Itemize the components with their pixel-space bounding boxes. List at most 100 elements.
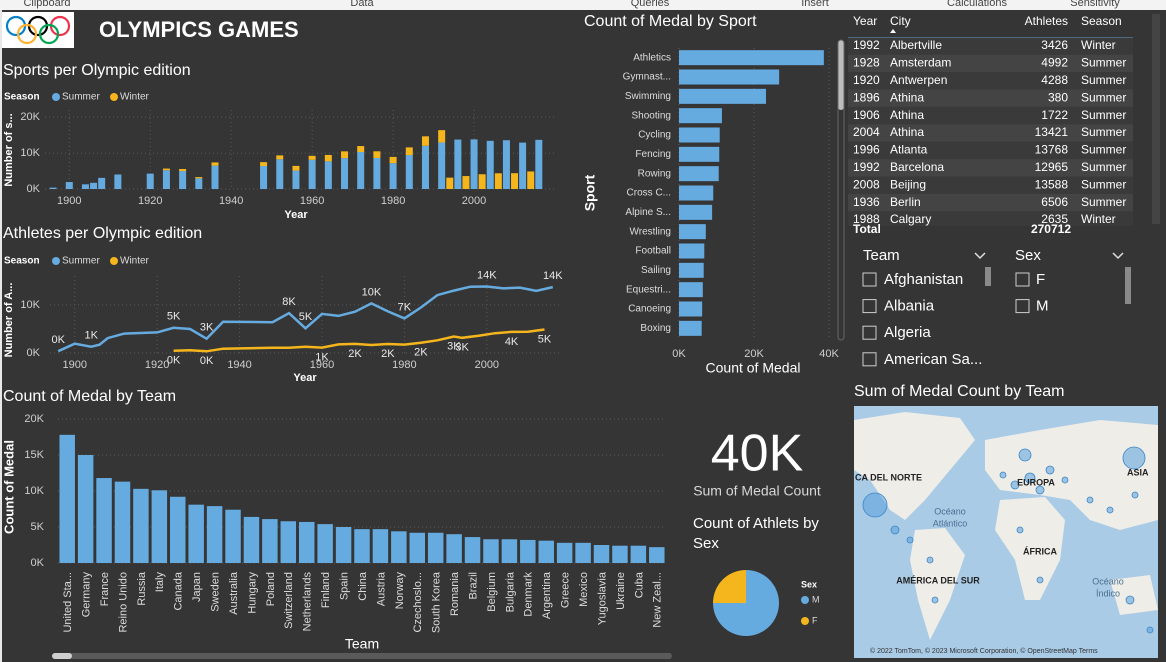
y-tick-label: Wrestling (630, 226, 672, 237)
bar-segment (462, 176, 470, 189)
checkbox[interactable] (862, 299, 877, 314)
table-cell: Athina (890, 90, 924, 104)
chart-title: Sports per Olympic edition (3, 62, 191, 79)
y-tick-label: 5K (31, 521, 45, 533)
chart-title: Athletes per Olympic edition (3, 225, 202, 242)
bar-segment (535, 139, 543, 189)
map-bubble (1035, 485, 1045, 495)
x-axis-label: Team (345, 636, 379, 652)
checkbox[interactable] (862, 272, 877, 287)
bar (593, 545, 610, 563)
map-labels: CA DEL NORTE EUROPA ASIA Océano Atlántico ÁFR… (855, 467, 1149, 654)
bar-segment (292, 170, 300, 189)
slicer-item: Albania (884, 298, 935, 315)
y-tick-label: Equestri... (626, 284, 671, 295)
checkbox[interactable] (1015, 299, 1030, 314)
bar (679, 224, 706, 240)
map-bubble (999, 471, 1007, 479)
table-cell: 2004 (853, 125, 880, 139)
sort-indicator (890, 29, 896, 33)
x-tick-label: Austria (375, 571, 387, 606)
y-tick-label: Fencing (635, 149, 671, 160)
table-cell: Summer (1081, 177, 1126, 191)
bar (170, 496, 186, 563)
bar (679, 166, 719, 182)
bar-segment (195, 178, 203, 189)
legend-label: Winter (120, 92, 150, 103)
bar-segment (511, 173, 519, 189)
bar (679, 243, 705, 259)
x-tick-label: Brazil (467, 572, 479, 600)
table-cell: 1906 (853, 108, 880, 122)
map-bubble (862, 492, 888, 518)
slicer-item: Algeria (884, 324, 931, 341)
map: CA DEL NORTE EUROPA ASIA Océano Atlántico ÁFR… (854, 406, 1158, 658)
card-label: Sum of Medal Count (693, 483, 821, 499)
column-header: City (890, 14, 911, 28)
table-row (848, 141, 1133, 160)
table-row (848, 54, 1133, 73)
bar (612, 545, 628, 563)
bar (679, 69, 780, 85)
table-cell: Summer (1081, 73, 1126, 87)
slicer-scrollbar (985, 267, 991, 286)
bar (520, 539, 536, 563)
y-tick-label: 0K (27, 183, 41, 195)
y-tick-label: Rowing (638, 168, 671, 179)
bar (188, 504, 204, 563)
x-tick-label: Ukraine (615, 572, 627, 610)
table-row (848, 193, 1133, 212)
table-cell: Summer (1081, 56, 1126, 70)
data-label: 5K (299, 311, 313, 323)
bar-segment (438, 142, 446, 189)
checkbox[interactable] (1015, 272, 1030, 287)
ribbon-label: Insert (801, 0, 829, 9)
bar-segment (454, 139, 462, 189)
line (57, 285, 554, 353)
table-cell: Summer (1081, 195, 1126, 209)
x-tick-label: Poland (265, 572, 277, 606)
legend-swatch (52, 257, 60, 265)
bar (679, 108, 722, 124)
legend-swatch (110, 257, 118, 265)
map-label: AMÉRICA DEL SUR (896, 575, 980, 585)
sport-scroll-track (837, 39, 845, 341)
olympic-logo (2, 12, 74, 48)
bar-segment (478, 174, 486, 189)
x-tick-label: Hungary (246, 572, 258, 614)
checkbox[interactable] (862, 352, 877, 367)
bar-segment (211, 165, 219, 189)
ribbon-label: Sensitivity (1070, 0, 1120, 9)
table-cell: Antwerpen (890, 73, 947, 87)
table-row (848, 89, 1133, 107)
bar-segment (324, 161, 332, 189)
page-title: OLYMPICS GAMES (99, 17, 299, 42)
y-tick-label: Boxing (640, 323, 671, 334)
legend-label: Summer (62, 256, 100, 267)
legend-swatch (52, 93, 60, 101)
bar (427, 532, 444, 563)
table-row (848, 106, 1133, 125)
bar-segment (276, 155, 284, 160)
bar-segment (211, 162, 219, 166)
h-scroll-thumb[interactable] (52, 653, 72, 659)
x-tick-label: 40K (819, 348, 839, 360)
bar-segment (470, 139, 478, 189)
bar-segment (292, 165, 300, 171)
bar-segment (519, 142, 527, 189)
bar (679, 262, 704, 278)
data-label: 1K (315, 352, 329, 364)
data-label: 2K (414, 347, 428, 359)
h-scrollbar[interactable] (52, 653, 672, 659)
table-cell: Athina (890, 108, 924, 122)
bar (679, 50, 824, 66)
table-scrollbar[interactable] (1152, 14, 1160, 224)
map-label: Océano (934, 506, 966, 516)
table-cell: 12965 (1035, 160, 1069, 174)
sport-scrollbar[interactable] (838, 40, 844, 110)
map-bubble (1086, 496, 1094, 504)
slicer-title: Sex (1015, 247, 1041, 264)
bar-segment (389, 156, 397, 164)
checkbox[interactable] (862, 325, 877, 340)
legend-label: Winter (120, 256, 150, 267)
